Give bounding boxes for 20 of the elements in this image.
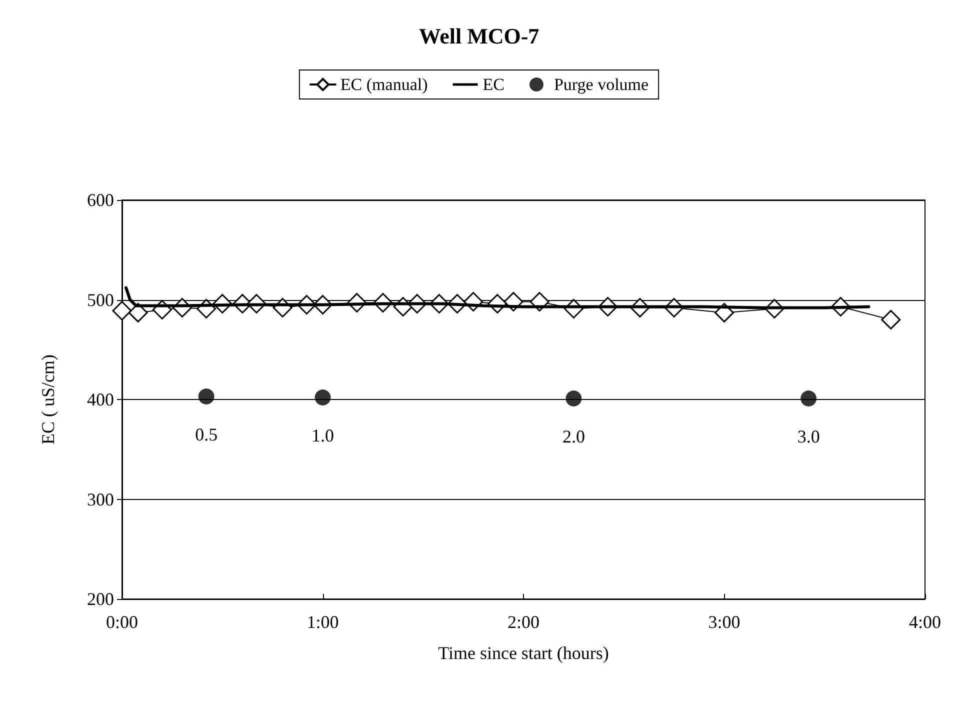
x-tick-label: 1:00 [306, 612, 339, 632]
y-tick-label: 500 [87, 290, 114, 310]
y-tick-label: 200 [87, 589, 114, 609]
x-tick-label: 3:00 [708, 612, 740, 632]
legend-label: EC (manual) [340, 75, 428, 94]
annotation: 3.0 [797, 426, 820, 447]
y-tick-label: 400 [87, 390, 114, 410]
annotation: 1.0 [312, 426, 334, 446]
y-tick-label: 300 [87, 489, 114, 510]
annotation: 2.0 [562, 426, 585, 447]
x-tick-label: 0:00 [106, 612, 138, 632]
x-tick-label: 4:00 [908, 612, 942, 632]
legend-label: Purge volume [554, 75, 649, 94]
annotation: 0.5 [195, 424, 218, 445]
x-axis-title: Time since start (hours) [438, 643, 609, 663]
x-tick-label: 2:00 [507, 612, 540, 632]
y-tick-label: 600 [87, 190, 114, 210]
y-axis-title: EC ( uS/cm) [38, 354, 58, 444]
chart-title: Well MCO-7 [418, 24, 540, 48]
legend-label: EC [482, 75, 504, 94]
